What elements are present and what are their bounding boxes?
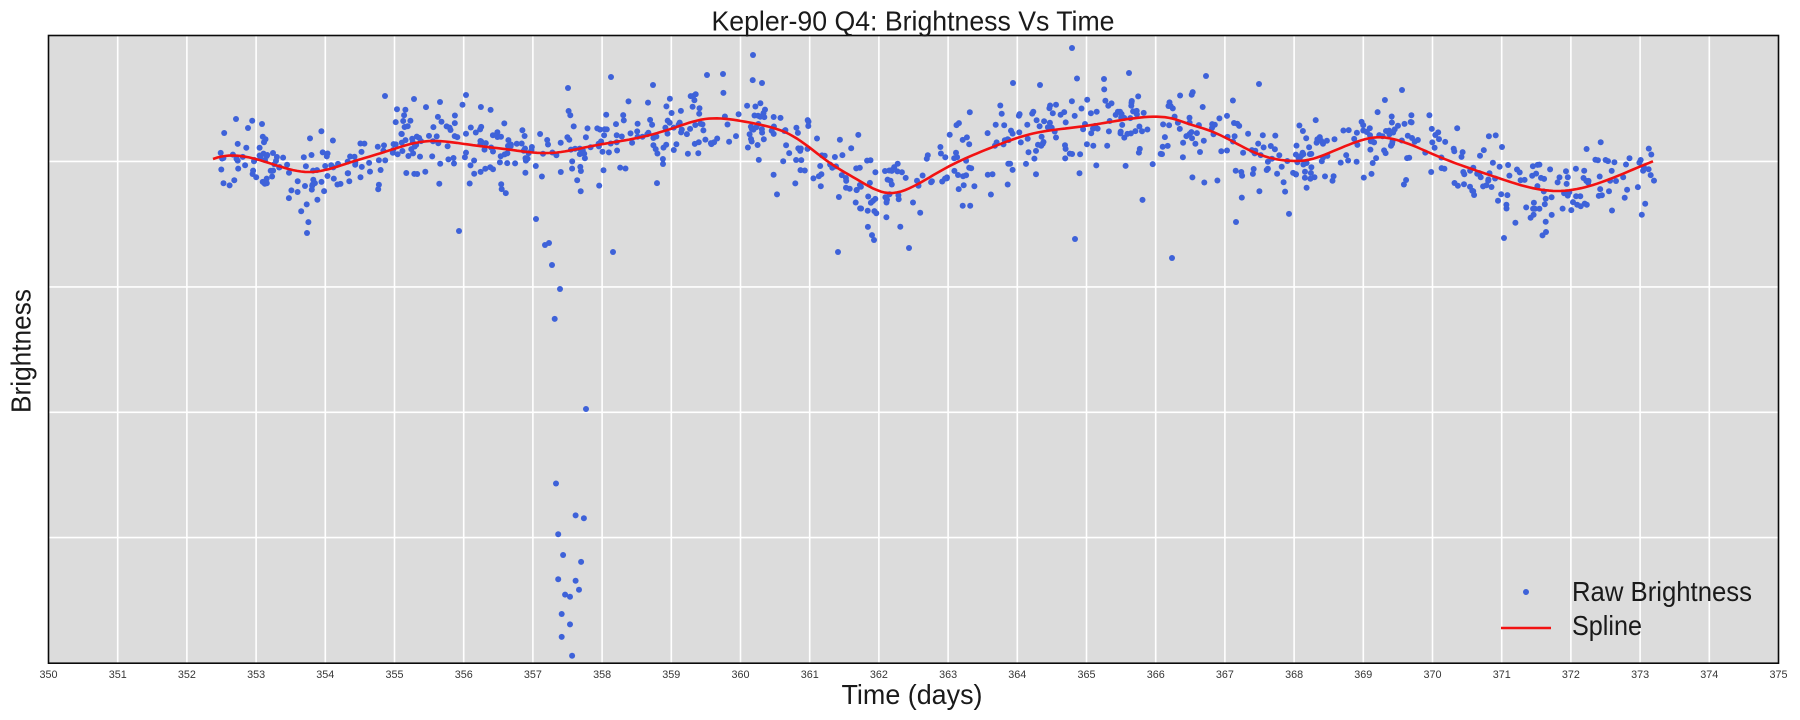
- svg-text:357: 357: [524, 669, 542, 681]
- svg-text:351: 351: [109, 669, 127, 681]
- svg-text:361: 361: [801, 669, 819, 681]
- svg-text:367: 367: [1216, 669, 1234, 681]
- svg-text:352: 352: [178, 669, 196, 681]
- svg-text:362: 362: [870, 669, 888, 681]
- svg-text:374: 374: [1700, 669, 1718, 681]
- svg-text:370: 370: [1423, 669, 1441, 681]
- svg-text:364: 364: [1008, 669, 1026, 681]
- svg-text:373: 373: [1631, 669, 1649, 681]
- svg-text:355: 355: [385, 669, 403, 681]
- svg-text:Spline: Spline: [1572, 610, 1642, 641]
- svg-text:Time (days): Time (days): [842, 679, 983, 710]
- svg-text:371: 371: [1493, 669, 1511, 681]
- svg-text:368: 368: [1285, 669, 1303, 681]
- svg-text:363: 363: [939, 669, 957, 681]
- svg-text:353: 353: [247, 669, 265, 681]
- svg-text:354: 354: [316, 669, 334, 681]
- svg-text:369: 369: [1354, 669, 1372, 681]
- svg-text:356: 356: [455, 669, 473, 681]
- svg-text:365: 365: [1077, 669, 1095, 681]
- svg-text:372: 372: [1562, 669, 1580, 681]
- svg-text:Kepler-90 Q4: Brightness Vs Ti: Kepler-90 Q4: Brightness Vs Time: [712, 6, 1115, 37]
- svg-text:350: 350: [39, 669, 57, 681]
- svg-text:359: 359: [662, 669, 680, 681]
- svg-text:366: 366: [1147, 669, 1165, 681]
- svg-text:358: 358: [593, 669, 611, 681]
- svg-text:375: 375: [1769, 669, 1787, 681]
- svg-text:Brightness: Brightness: [6, 289, 37, 413]
- svg-text:Raw Brightness: Raw Brightness: [1572, 576, 1752, 607]
- svg-text:360: 360: [731, 669, 749, 681]
